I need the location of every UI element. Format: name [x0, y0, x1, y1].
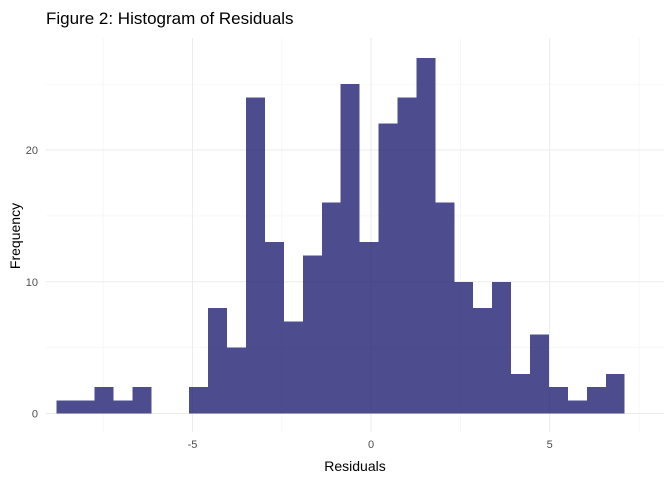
- chart-title: Figure 2: Histogram of Residuals: [46, 9, 294, 28]
- histogram-bar: [264, 242, 284, 414]
- histogram-bar: [189, 387, 209, 414]
- x-axis-title: Residuals: [324, 458, 385, 474]
- y-axis-title: Frequency: [7, 203, 23, 269]
- x-tick-label: -5: [188, 439, 198, 451]
- histogram-bar: [567, 400, 587, 414]
- histogram-bar: [511, 374, 531, 414]
- histogram-bar: [454, 281, 474, 414]
- x-axis-ticks: -5 0 5: [188, 439, 553, 451]
- histogram-bar: [492, 281, 512, 414]
- histogram-bar: [435, 202, 455, 414]
- histogram-bar: [94, 387, 114, 414]
- x-tick-label: 5: [547, 439, 553, 451]
- y-axis-ticks: 0 10 20: [26, 145, 38, 421]
- histogram-bar: [246, 97, 265, 414]
- histogram-bar: [340, 84, 360, 414]
- histogram-bar: [359, 242, 379, 414]
- histogram-bar: [397, 97, 417, 414]
- histogram-bar: [605, 374, 625, 414]
- x-tick-label: 0: [368, 439, 374, 451]
- y-tick-label: 10: [26, 277, 38, 289]
- histogram-bar: [132, 387, 152, 414]
- histogram-bar: [530, 334, 549, 414]
- y-tick-label: 0: [32, 409, 38, 421]
- y-tick-label: 20: [26, 145, 38, 157]
- histogram-bar: [113, 400, 133, 414]
- histogram-bar: [416, 57, 436, 414]
- histogram-bar: [283, 321, 303, 414]
- histogram-bar: [208, 308, 228, 414]
- histogram-bars: [56, 57, 625, 414]
- histogram-bar: [548, 387, 568, 414]
- histogram-bar: [378, 123, 398, 414]
- histogram-bar: [302, 255, 322, 414]
- histogram-bar: [586, 387, 606, 414]
- histogram-bar: [75, 400, 95, 414]
- histogram-bar: [473, 308, 493, 414]
- histogram-bar: [56, 400, 76, 414]
- histogram-bar: [321, 202, 341, 414]
- histogram-bar: [227, 347, 247, 414]
